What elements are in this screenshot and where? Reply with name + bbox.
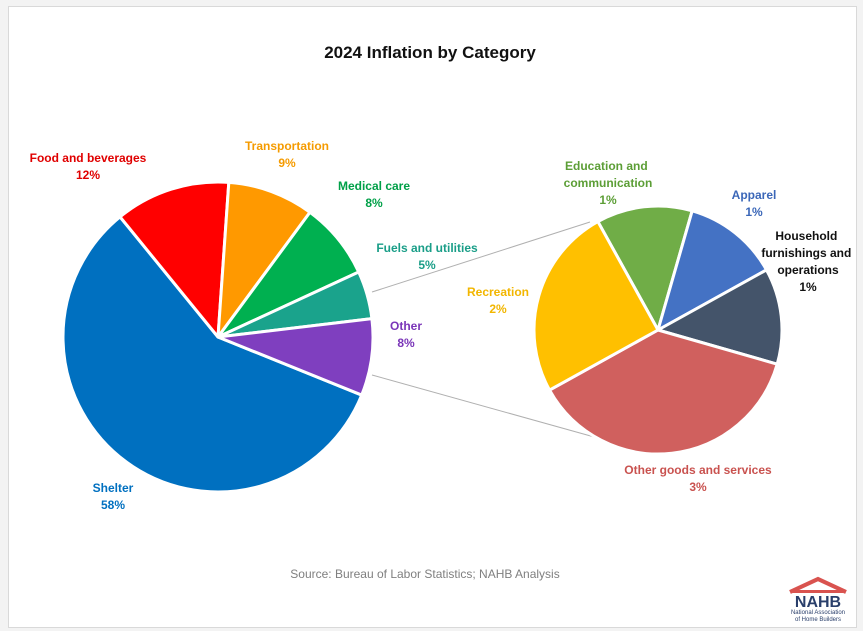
nahb-logo: NAHB National Association of Home Builde… <box>789 576 847 623</box>
slice-label: Fuels and utilities <box>376 241 478 255</box>
pie-slice-apparel <box>656 209 768 332</box>
slice-value: 9% <box>278 156 296 170</box>
slice-label: Household furnishings and operations <box>761 229 854 277</box>
pie-slice-shelter <box>61 215 364 494</box>
pie-slice-other-goods-and-services <box>548 328 779 456</box>
slice-label: Shelter <box>93 481 134 495</box>
pie-slice-transportation <box>216 180 312 339</box>
slice-label: Education and communication <box>564 159 653 190</box>
roof-base-icon <box>793 590 843 593</box>
slice-value: 1% <box>599 193 617 207</box>
slice-value: 1% <box>799 280 817 294</box>
slice-label-line: communication <box>564 176 653 190</box>
slice-label: Food and beverages <box>30 151 147 165</box>
slice-value: 8% <box>365 196 383 210</box>
slice-label-line: Household <box>775 229 837 243</box>
pie-slice-other <box>216 317 375 397</box>
slice-label-line: Education and <box>565 159 648 173</box>
roof-icon <box>789 576 847 594</box>
pie-slice-food-and-beverages <box>118 180 231 339</box>
slice-value: 8% <box>397 336 415 350</box>
slice-value: 2% <box>489 302 507 316</box>
connector-line <box>371 221 591 293</box>
slice-value: 5% <box>418 258 436 272</box>
pie-slice-recreation <box>532 220 660 392</box>
source-note: Source: Bureau of Labor Statistics; NAHB… <box>290 567 559 581</box>
slice-label-line: operations <box>777 263 839 277</box>
slice-label: Recreation <box>467 285 529 299</box>
slice-value: 58% <box>101 498 125 512</box>
pie-slice-education-and-communication <box>596 204 694 332</box>
slice-value: 1% <box>745 205 763 219</box>
logo-subtitle-1: National Association <box>791 610 845 616</box>
chart-title: 2024 Inflation by Category <box>324 43 536 62</box>
pie-slice-household-furnishings-and-operations <box>656 268 784 366</box>
slice-label: Medical care <box>338 179 410 193</box>
connector-lines <box>371 221 606 441</box>
connector-line <box>371 374 606 441</box>
slice-value: 3% <box>689 480 707 494</box>
main-pie <box>61 180 375 494</box>
logo-name: NAHB <box>795 594 841 611</box>
slice-label-line: furnishings and <box>761 246 851 260</box>
breakdown-pie-labels: Education and communication 1% Apparel 1… <box>467 159 854 494</box>
logo-subtitle-2: of Home Builders <box>795 617 841 623</box>
slice-label: Transportation <box>245 139 329 153</box>
slice-value: 12% <box>76 168 100 182</box>
slice-label: Other <box>390 319 422 333</box>
breakdown-pie <box>532 204 784 456</box>
main-pie-labels: Food and beverages 12% Transportation 9%… <box>30 139 478 512</box>
slice-label: Apparel <box>732 188 777 202</box>
slice-label: Other goods and services <box>624 463 772 477</box>
